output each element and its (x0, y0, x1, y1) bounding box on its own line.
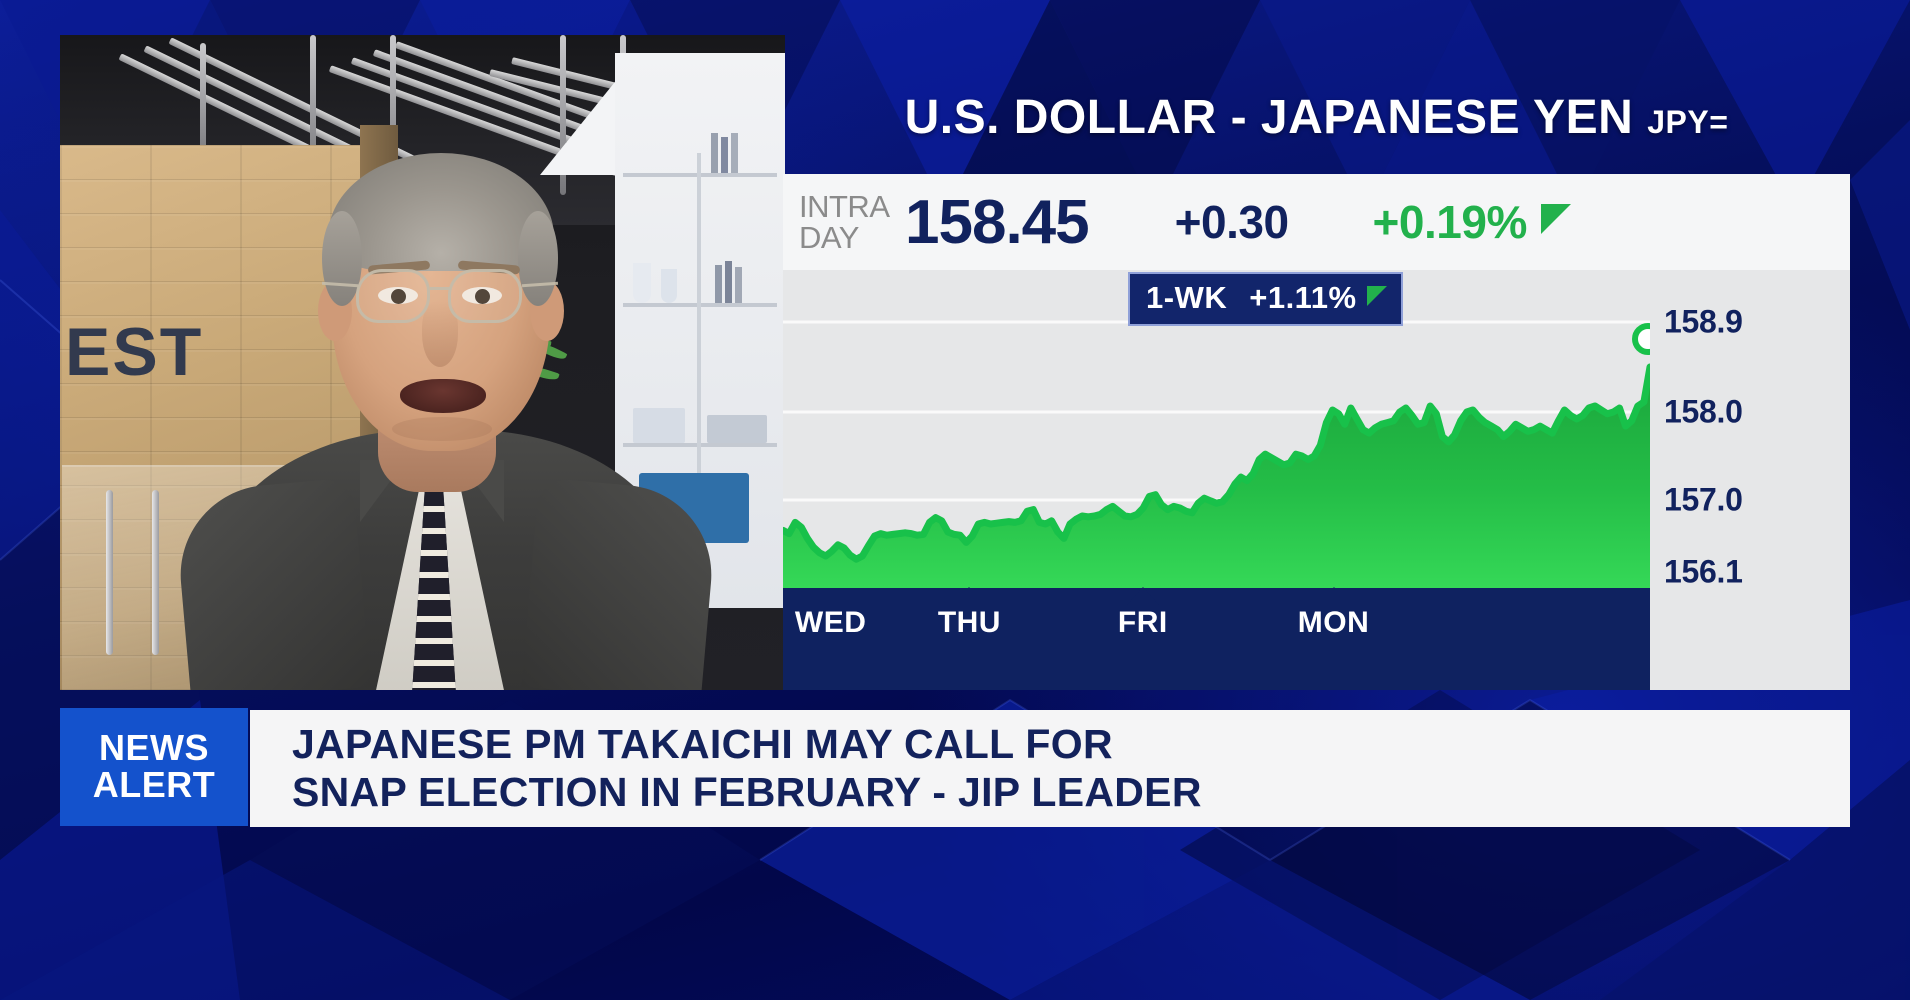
x-tick-label: MON (1297, 606, 1370, 639)
price-change: +0.30 (1174, 196, 1289, 248)
triangle-up-icon (1366, 286, 1387, 306)
x-tick-label: FRI (1117, 606, 1168, 639)
ticker-name: U.S. DOLLAR - JAPANESE YEN (904, 90, 1634, 144)
chart-x-axis: WED THU FRI MON (783, 587, 1650, 690)
guest-video-feed[interactable]: EST (60, 35, 785, 690)
headline-line-1: JAPANESE PM TAKAICHI MAY CALL FOR (292, 721, 1113, 768)
x-tick-label: WED (794, 606, 867, 639)
x-notch (1317, 587, 1350, 605)
price-chart-panel[interactable]: WED THU FRI MON 158.9 158.0 157.0 156.1 (783, 270, 1850, 690)
ticker-symbol: JPY= (1647, 103, 1729, 140)
week-badge-percent-value: +1.11% (1249, 280, 1357, 315)
news-alert-line2: ALERT (92, 764, 216, 805)
news-alert-line1: NEWS (99, 727, 209, 769)
period-label-line1: INTRA (799, 189, 890, 224)
eyeglasses-right-lens (448, 269, 522, 323)
one-week-change-badge[interactable]: 1-WK +1.11% (1128, 272, 1403, 326)
week-badge-label: 1-WK (1146, 280, 1228, 315)
eyeglasses-left-lens (356, 269, 430, 323)
wall-sign-text: EST (65, 314, 204, 390)
x-notch (1126, 587, 1159, 605)
y-tick-label: 158.0 (1664, 393, 1743, 430)
percent-change: +0.19% (1373, 195, 1571, 249)
triangle-up-icon (1540, 204, 1571, 234)
y-tick-label: 158.9 (1664, 303, 1743, 340)
headline-line-2: SNAP ELECTION IN FEBRUARY - JIP LEADER (292, 768, 1202, 815)
percent-change-value: +0.19% (1372, 196, 1528, 248)
period-label-line2: DAY (799, 220, 859, 255)
x-tick-label: THU (937, 606, 1001, 639)
y-tick-label: 157.0 (1664, 481, 1743, 518)
last-price: 158.45 (905, 187, 1090, 257)
week-badge-percent: +1.11% (1249, 280, 1387, 316)
y-tick-label: 156.1 (1664, 553, 1743, 590)
end-marker-icon (1632, 323, 1650, 355)
x-notch (953, 587, 986, 605)
news-headline-bar: JAPANESE PM TAKAICHI MAY CALL FOR SNAP E… (250, 710, 1850, 827)
quote-bar: INTRA DAY 158.45 +0.30 +0.19% (783, 174, 1850, 270)
period-label: INTRA DAY (799, 191, 903, 253)
news-alert-badge: NEWS ALERT (60, 708, 248, 826)
chart-y-axis: 158.9 158.0 157.0 156.1 (1650, 270, 1850, 690)
ticker-header: U.S. DOLLAR - JAPANESE YEN JPY= (783, 62, 1850, 172)
